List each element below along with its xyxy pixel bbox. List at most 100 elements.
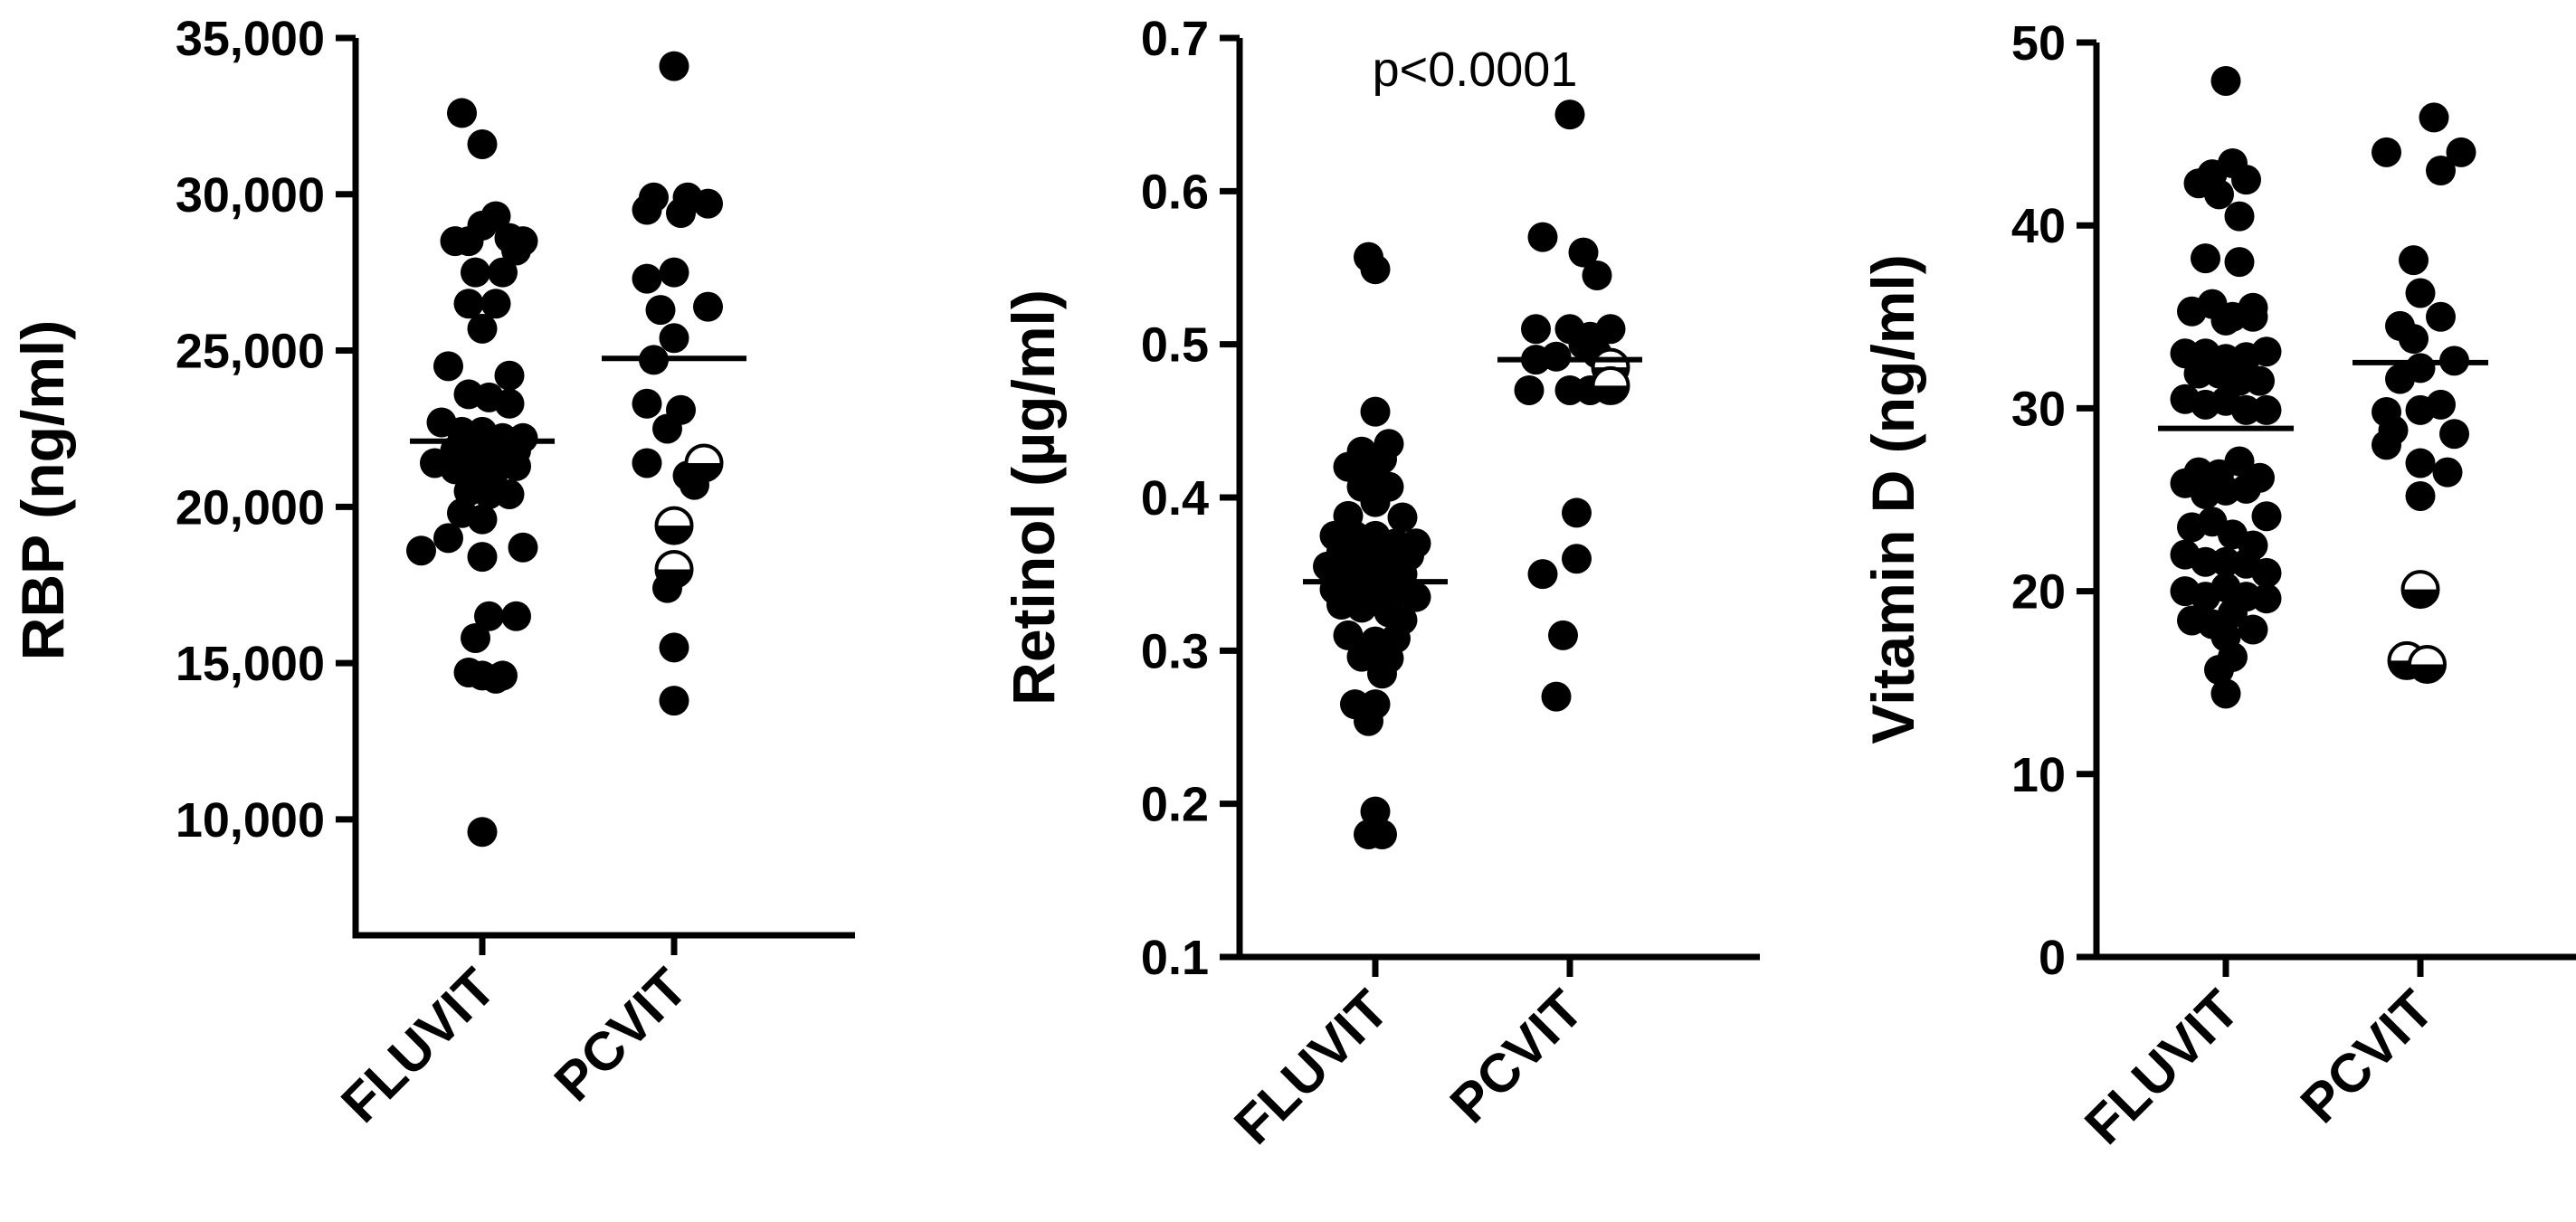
y-tick-label: 0.7 bbox=[1141, 12, 1209, 66]
data-point bbox=[494, 479, 525, 510]
y-tick-label: 0.1 bbox=[1141, 931, 1209, 985]
data-point bbox=[2224, 247, 2255, 278]
data-point bbox=[632, 263, 662, 294]
data-point bbox=[645, 295, 676, 326]
data-point bbox=[1360, 487, 1391, 517]
y-tick-label: 0.2 bbox=[1141, 778, 1209, 832]
data-point bbox=[632, 448, 662, 478]
data-point bbox=[2399, 245, 2429, 276]
data-point bbox=[2251, 394, 2282, 425]
rbp-panel: 10,000 15,000 20,000 25,000 30,000 35,000 FLUV… bbox=[9, 12, 855, 1134]
y-tick-label: 10,000 bbox=[176, 793, 325, 848]
y-tick-label: 20 bbox=[2011, 565, 2066, 620]
half-point-fill bbox=[656, 526, 692, 544]
data-point bbox=[652, 413, 682, 444]
data-point bbox=[2446, 137, 2476, 167]
data-point bbox=[2210, 678, 2241, 709]
y-tick-label: 40 bbox=[2011, 199, 2066, 253]
data-point bbox=[1360, 254, 1391, 285]
data-point bbox=[693, 291, 723, 322]
data-point bbox=[406, 535, 436, 566]
half-filled-data-point bbox=[684, 443, 724, 483]
data-point bbox=[433, 523, 463, 554]
half-point-fill bbox=[2410, 664, 2445, 682]
data-point bbox=[1367, 658, 1397, 689]
x-tick-label: PCVIT bbox=[1439, 979, 1594, 1134]
data-point bbox=[501, 601, 531, 631]
half-filled-data-point bbox=[654, 549, 694, 589]
data-point bbox=[453, 657, 484, 687]
half-filled-data-point bbox=[2408, 644, 2447, 684]
data-point bbox=[467, 542, 498, 573]
data-point bbox=[693, 188, 723, 219]
data-point bbox=[1333, 620, 1364, 650]
data-point bbox=[2251, 557, 2282, 588]
data-point bbox=[474, 601, 504, 631]
data-point bbox=[467, 504, 498, 535]
data-point bbox=[2419, 102, 2449, 133]
y-tick-label: 15,000 bbox=[176, 637, 325, 691]
data-point bbox=[2210, 65, 2241, 96]
data-point bbox=[1346, 641, 1377, 672]
retinol-panel: 0.1 0.2 0.3 0.4 0.5 0.6 0.7 FLUVIT PCVIT Retinol … bbox=[1000, 12, 1760, 1156]
x-tick-label: FLUVIT bbox=[1222, 979, 1400, 1156]
data-point bbox=[494, 360, 525, 391]
data-point bbox=[1568, 237, 1599, 268]
y-tick-label: 25,000 bbox=[176, 325, 325, 379]
x-tick-label: FLUVIT bbox=[2073, 979, 2250, 1156]
data-point bbox=[2399, 324, 2429, 355]
data-point bbox=[2218, 641, 2248, 672]
data-point bbox=[1387, 502, 1418, 533]
data-point bbox=[2238, 614, 2268, 645]
y-tick-label: 30,000 bbox=[176, 168, 325, 223]
data-point bbox=[1541, 341, 1572, 372]
half-point-fill bbox=[686, 462, 722, 481]
data-point bbox=[501, 450, 531, 481]
data-point bbox=[1401, 582, 1431, 612]
data-point bbox=[447, 98, 477, 128]
y-tick-label: 0.6 bbox=[1141, 165, 1209, 219]
data-point bbox=[2231, 473, 2261, 504]
data-point bbox=[480, 663, 511, 694]
data-point bbox=[2405, 480, 2436, 511]
data-point bbox=[2405, 448, 2436, 478]
data-point bbox=[1360, 796, 1391, 827]
data-point bbox=[2238, 301, 2268, 332]
data-point bbox=[2432, 457, 2463, 488]
half-point-fill bbox=[656, 569, 692, 587]
data-point bbox=[666, 198, 696, 229]
data-point bbox=[1527, 559, 1558, 590]
data-point bbox=[1514, 374, 1545, 405]
x-tick-label: PCVIT bbox=[2289, 979, 2445, 1134]
data-point bbox=[659, 323, 689, 354]
data-point bbox=[1346, 535, 1377, 566]
data-point bbox=[453, 289, 484, 319]
y-tick-label: 50 bbox=[2011, 16, 2066, 71]
y-axis-title: RBP (ng/ml) bbox=[9, 320, 76, 660]
data-point bbox=[2204, 179, 2234, 210]
data-point bbox=[1582, 260, 1612, 290]
data-point bbox=[632, 388, 662, 419]
data-point bbox=[2251, 336, 2282, 367]
y-axis-title: Vitamin D (ng/ml) bbox=[1859, 254, 1926, 744]
y-tick-label: 30 bbox=[2011, 382, 2066, 436]
data-point bbox=[2251, 583, 2282, 614]
y-tick-label: 0 bbox=[2039, 931, 2066, 985]
data-point bbox=[2405, 278, 2436, 308]
data-point bbox=[1354, 706, 1383, 736]
data-point bbox=[2372, 137, 2401, 167]
data-point bbox=[508, 532, 538, 563]
data-point bbox=[480, 289, 511, 319]
x-tick-label: PCVIT bbox=[543, 957, 699, 1113]
data-point bbox=[2245, 365, 2275, 396]
data-point bbox=[2231, 165, 2261, 195]
data-point bbox=[1541, 681, 1572, 712]
y-tick-label: 20,000 bbox=[176, 480, 325, 535]
data-point bbox=[632, 194, 662, 225]
data-point bbox=[2218, 598, 2248, 629]
data-point bbox=[501, 235, 531, 266]
data-point bbox=[1562, 544, 1592, 574]
data-point bbox=[488, 257, 518, 288]
data-point bbox=[2405, 353, 2436, 384]
